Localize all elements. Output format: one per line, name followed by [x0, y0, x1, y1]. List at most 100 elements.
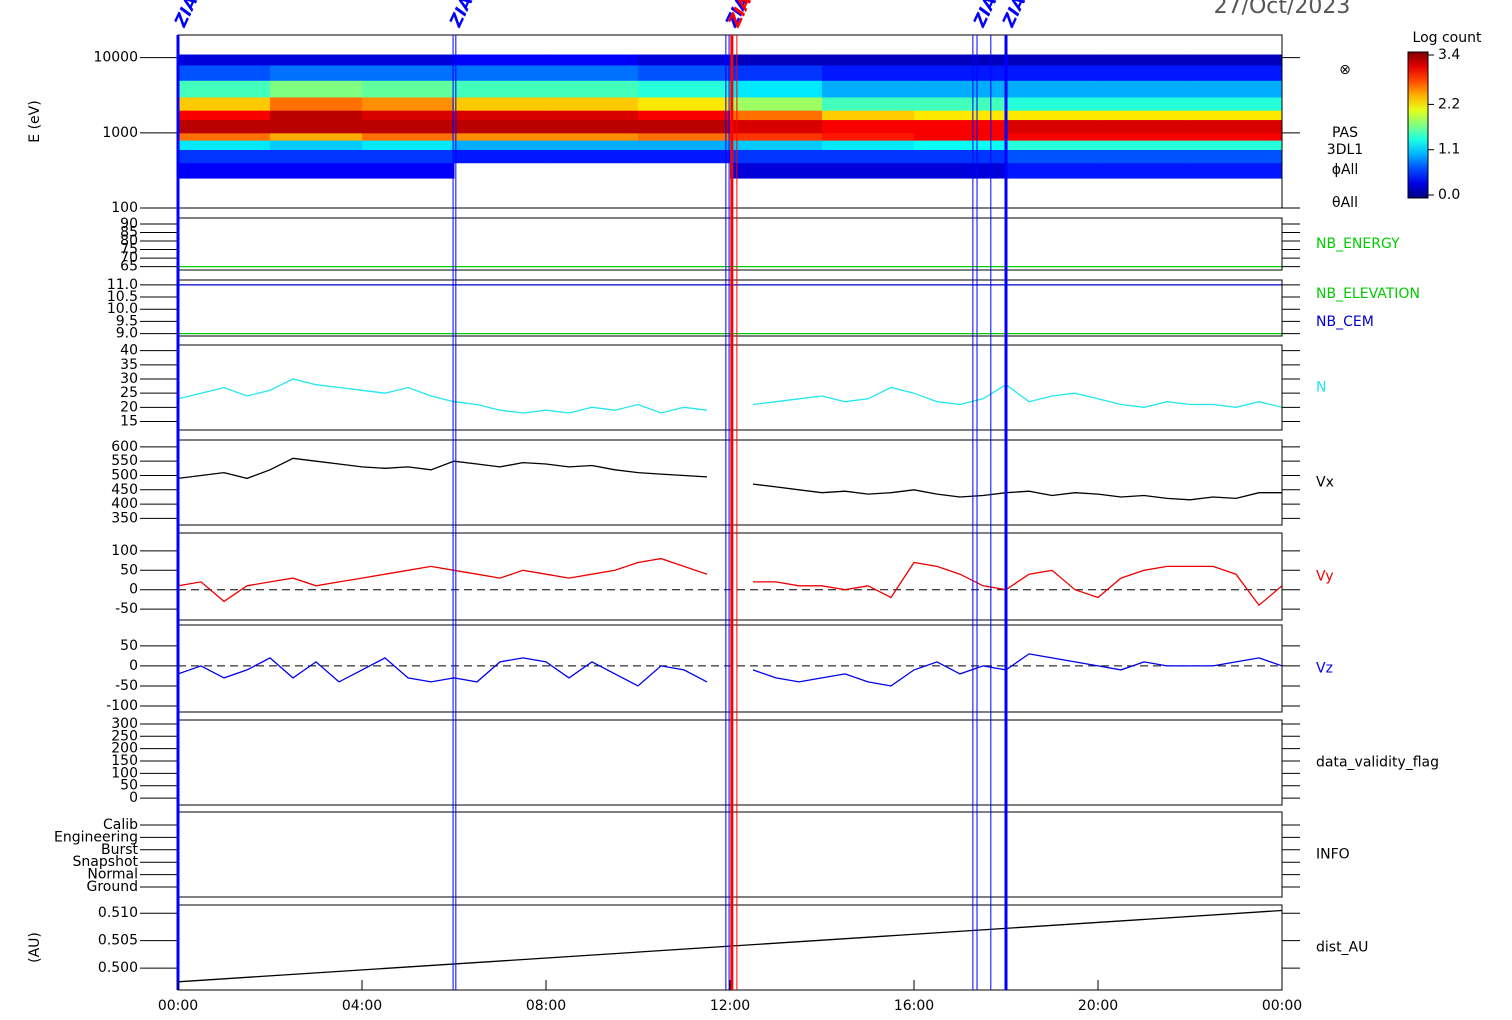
panel-frame [177, 439, 1283, 526]
panel-label: data_validity_flag [1316, 755, 1439, 771]
heat-cell [454, 140, 547, 150]
heat-cell [1190, 140, 1282, 150]
panel [178, 378, 1282, 414]
heat-cell [178, 132, 271, 141]
heat-cell [1190, 96, 1282, 111]
y-tick-label: 30 [120, 371, 138, 387]
x-tick-label: 04:00 [342, 998, 382, 1014]
heat-cell [1006, 149, 1099, 164]
heat-cell [1006, 54, 1099, 66]
heat-cell [822, 140, 915, 150]
heat-cell [178, 140, 271, 150]
y-tick-label: 10000 [93, 50, 138, 66]
heat-cell [1190, 110, 1282, 121]
heat-cell [546, 140, 639, 150]
heat-cell [1190, 119, 1282, 134]
heat-cell [1190, 149, 1282, 164]
panel-label: θAll [1332, 195, 1358, 211]
date-title: 27/Oct/2023 [1214, 0, 1351, 19]
series-line [178, 909, 1282, 983]
panel-frame [177, 217, 1283, 271]
y-tick-label: 150 [111, 753, 138, 769]
heat-cell [362, 132, 455, 141]
heat-cell [1190, 132, 1282, 141]
heat-cell [1098, 140, 1191, 150]
heat-cell [1098, 96, 1191, 111]
colorbar-tick-label: 1.1 [1438, 142, 1460, 158]
heat-cell [1190, 80, 1282, 98]
x-tick-label: 20:00 [1078, 998, 1118, 1014]
x-tick-label: 12:00 [710, 998, 750, 1014]
panel [178, 54, 1282, 179]
heat-cell [178, 162, 271, 179]
heat-cell [362, 96, 455, 111]
y-tick-label: 0.510 [98, 905, 138, 921]
y-tick-label: 50 [120, 778, 138, 794]
y-tick-label: 0.505 [98, 933, 138, 949]
heat-cell [362, 54, 455, 66]
heat-cell [1006, 80, 1099, 98]
legend-label: Vz [1316, 661, 1333, 677]
legend-label: NB_ELEVATION [1316, 286, 1420, 302]
y-tick-label: 65 [120, 259, 138, 275]
heat-cell [362, 64, 455, 81]
y-tick-label: 9.5 [116, 313, 138, 329]
heat-cell [178, 110, 271, 121]
heat-cell [454, 80, 547, 98]
heat-cell [546, 80, 639, 98]
legend-label: Vx [1316, 475, 1334, 491]
legend-label: N [1316, 380, 1326, 396]
heat-cell [178, 96, 271, 111]
heat-cell [178, 64, 271, 81]
legend-label: Vy [1316, 569, 1334, 585]
heat-cell [1098, 132, 1191, 141]
x-tick-label: 16:00 [894, 998, 934, 1014]
heat-cell [1190, 64, 1282, 81]
series-line [178, 378, 1282, 414]
y-tick-label: 350 [111, 510, 138, 526]
y-tick-label: Snapshot [73, 854, 139, 870]
heat-cell [546, 132, 639, 141]
event-label: ZIAS [171, 0, 208, 31]
y-tick-label: 50 [120, 562, 138, 578]
x-tick-label: 00:00 [158, 998, 198, 1014]
heat-cell [730, 140, 823, 150]
heat-cell [1006, 96, 1099, 111]
heat-cell [546, 119, 639, 134]
heat-cell [454, 149, 547, 164]
y-tick-label: 1000 [102, 125, 138, 141]
y-tick-label: -100 [106, 698, 138, 714]
heat-cell [638, 149, 731, 164]
panel [178, 457, 1282, 501]
heat-cell [730, 64, 823, 81]
heat-cell [914, 64, 1007, 81]
panel [178, 284, 1282, 335]
x-tick-label: 00:00 [1262, 998, 1302, 1014]
heat-cell [178, 149, 271, 164]
heat-cell [178, 80, 271, 98]
y-tick-label: Engineering [54, 829, 138, 845]
heat-cell [914, 140, 1007, 150]
y-tick-label: 500 [111, 467, 138, 483]
panel [178, 653, 1282, 687]
colorbar-title: Log count [1413, 30, 1482, 46]
heat-cell [1098, 149, 1191, 164]
y-tick-label: 550 [111, 453, 138, 469]
heat-cell [914, 149, 1007, 164]
y-tick-label: 75 [120, 242, 138, 258]
heat-cell [270, 140, 363, 150]
panel-label: INFO [1316, 847, 1350, 863]
heat-cell [546, 110, 639, 121]
series-line [178, 653, 1282, 687]
heat-cell [270, 110, 363, 121]
heat-cell [914, 132, 1007, 141]
panel-frame [177, 279, 1283, 337]
y-tick-label: 70 [120, 250, 138, 266]
heat-cell [270, 80, 363, 98]
colorbar-tick-label: 3.4 [1438, 47, 1460, 63]
heat-cell [638, 140, 731, 150]
heat-cell [822, 132, 915, 141]
y-tick-label: 400 [111, 496, 138, 512]
y-tick-label: 35 [120, 357, 138, 373]
heat-cell [546, 149, 639, 164]
